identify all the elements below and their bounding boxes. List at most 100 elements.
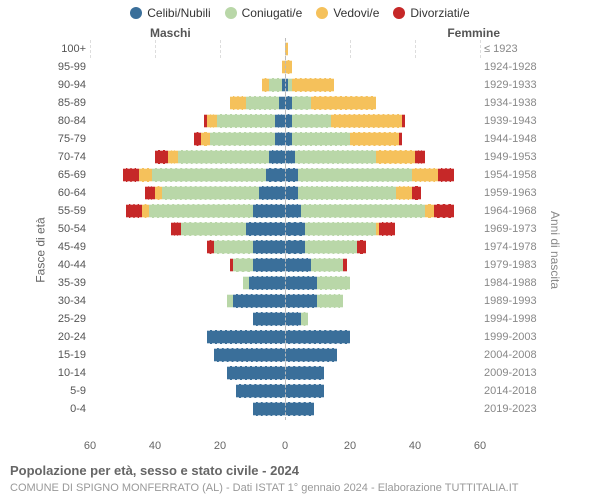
birth-year-label: 1974-1978 bbox=[480, 241, 540, 253]
age-label: 15-19 bbox=[50, 349, 90, 361]
segment-con bbox=[181, 222, 246, 236]
segment-ved bbox=[350, 132, 399, 146]
segment-cel bbox=[282, 78, 285, 92]
segment-cel bbox=[285, 168, 298, 182]
pyramid-row: 40-44 1979-1983 bbox=[50, 256, 540, 274]
x-axis: 6040200204060 bbox=[90, 440, 480, 454]
female-bar bbox=[285, 222, 480, 236]
age-label: 0-4 bbox=[50, 403, 90, 415]
segment-ved bbox=[168, 150, 178, 164]
birth-year-label: 1994-1998 bbox=[480, 313, 540, 325]
birth-year-label: 1929-1933 bbox=[480, 79, 540, 91]
female-bar bbox=[285, 60, 480, 74]
segment-cel bbox=[285, 204, 301, 218]
x-tick: 60 bbox=[84, 440, 96, 452]
segment-cel bbox=[253, 240, 285, 254]
segment-cel bbox=[285, 330, 350, 344]
male-bar bbox=[90, 114, 285, 128]
segment-con bbox=[217, 114, 276, 128]
segment-cel bbox=[259, 186, 285, 200]
male-bar bbox=[90, 42, 285, 56]
side-titles: Maschi Femmine bbox=[0, 26, 600, 40]
birth-year-label: 1984-1988 bbox=[480, 277, 540, 289]
birth-year-label: 1964-1968 bbox=[480, 205, 540, 217]
legend-item-celibi: Celibi/Nubili bbox=[130, 6, 210, 20]
segment-con bbox=[305, 240, 357, 254]
pyramid-row: 65-691954-1958 bbox=[50, 166, 540, 184]
pyramid-row: 60-641959-1963 bbox=[50, 184, 540, 202]
swatch-coniugati bbox=[225, 7, 237, 19]
birth-year-label: 1999-2003 bbox=[480, 331, 540, 343]
segment-ved bbox=[376, 150, 415, 164]
segment-cel bbox=[266, 168, 286, 182]
pyramid-row: 5-92014-2018 bbox=[50, 382, 540, 400]
segment-cel bbox=[285, 240, 305, 254]
segment-cel bbox=[214, 348, 286, 362]
segment-con bbox=[269, 78, 282, 92]
segment-cel bbox=[285, 384, 324, 398]
legend-item-divorziati: Divorziati/e bbox=[393, 6, 469, 20]
segment-con bbox=[178, 150, 269, 164]
legend-item-coniugati: Coniugati/e bbox=[225, 6, 303, 20]
birth-year-label: 1979-1983 bbox=[480, 259, 540, 271]
female-bar bbox=[285, 168, 480, 182]
segment-cel bbox=[253, 258, 285, 272]
segment-ved bbox=[292, 78, 334, 92]
segment-div bbox=[155, 150, 168, 164]
age-label: 100+ bbox=[50, 43, 90, 55]
segment-con bbox=[301, 312, 308, 326]
age-label: 75-79 bbox=[50, 133, 90, 145]
age-label: 80-84 bbox=[50, 115, 90, 127]
birth-year-label: 2009-2013 bbox=[480, 367, 540, 379]
segment-cel bbox=[285, 276, 317, 290]
segment-cel bbox=[279, 96, 286, 110]
segment-con bbox=[317, 276, 349, 290]
female-bar bbox=[285, 276, 480, 290]
age-label: 45-49 bbox=[50, 241, 90, 253]
segment-ved bbox=[201, 132, 211, 146]
female-bar bbox=[285, 204, 480, 218]
legend-label: Coniugati/e bbox=[242, 6, 303, 20]
male-bar bbox=[90, 204, 285, 218]
segment-ved bbox=[282, 60, 285, 74]
segment-con bbox=[149, 204, 253, 218]
segment-ved bbox=[285, 60, 292, 74]
segment-con bbox=[246, 96, 278, 110]
birth-year-label: 1989-1993 bbox=[480, 295, 540, 307]
side-title-male: Maschi bbox=[150, 26, 191, 40]
pyramid-row: 15-192004-2008 bbox=[50, 346, 540, 364]
pyramid-row: 30-341989-1993 bbox=[50, 292, 540, 310]
legend-label: Divorziati/e bbox=[410, 6, 469, 20]
age-label: 50-54 bbox=[50, 223, 90, 235]
age-label: 40-44 bbox=[50, 259, 90, 271]
swatch-divorziati bbox=[393, 7, 405, 19]
pyramid-row: 35-391984-1988 bbox=[50, 274, 540, 292]
female-bar bbox=[285, 348, 480, 362]
pyramid-row: 80-841939-1943 bbox=[50, 112, 540, 130]
age-label: 55-59 bbox=[50, 205, 90, 217]
pyramid-row: 90-941929-1933 bbox=[50, 76, 540, 94]
segment-div bbox=[415, 150, 425, 164]
segment-cel bbox=[285, 222, 305, 236]
segment-ved bbox=[396, 186, 412, 200]
segment-cel bbox=[285, 402, 314, 416]
segment-con bbox=[214, 240, 253, 254]
male-bar bbox=[90, 384, 285, 398]
birth-year-label: 1934-1938 bbox=[480, 97, 540, 109]
age-label: 20-24 bbox=[50, 331, 90, 343]
male-bar bbox=[90, 330, 285, 344]
male-bar bbox=[90, 150, 285, 164]
segment-cel bbox=[285, 258, 311, 272]
female-bar bbox=[285, 240, 480, 254]
segment-ved bbox=[230, 96, 246, 110]
birth-year-label: 2019-2023 bbox=[480, 403, 540, 415]
segment-cel bbox=[285, 294, 317, 308]
pyramid-area: 100+≤ 192395-991924-192890-941929-193385… bbox=[50, 40, 540, 440]
segment-ved bbox=[311, 96, 376, 110]
age-label: 5-9 bbox=[50, 385, 90, 397]
birth-year-label: 1969-1973 bbox=[480, 223, 540, 235]
segment-cel bbox=[275, 132, 285, 146]
male-bar bbox=[90, 258, 285, 272]
pyramid-row: 75-791944-1948 bbox=[50, 130, 540, 148]
segment-cel bbox=[269, 150, 285, 164]
